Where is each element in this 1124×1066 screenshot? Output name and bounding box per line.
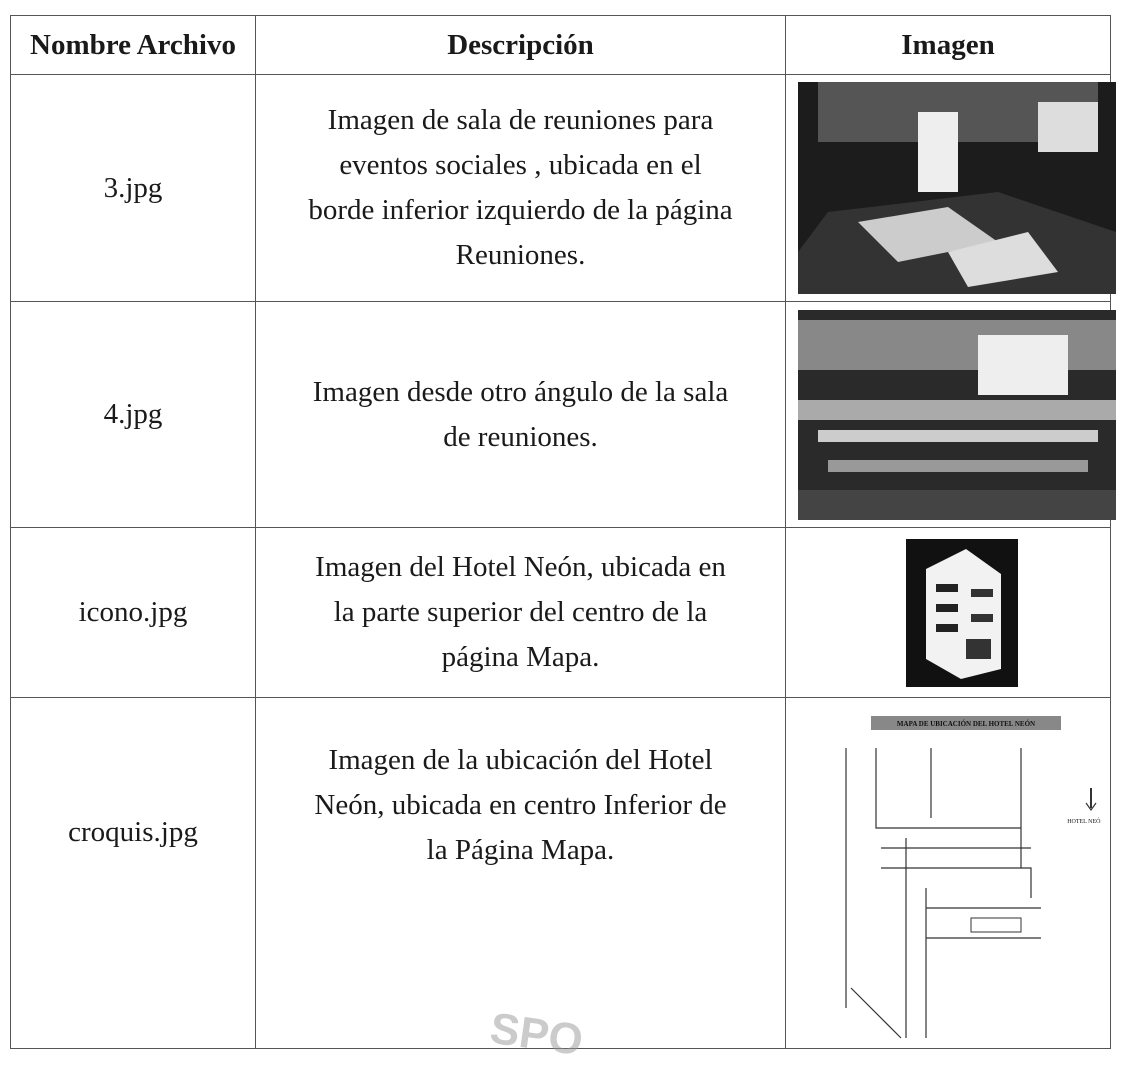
image-cell: MAPA DE UBICACIÓN DEL HOTEL NEÓN HOTEL N… <box>785 697 1111 1049</box>
file-name: 4.jpg <box>10 301 256 528</box>
image-cell <box>785 74 1116 302</box>
description: Imagen de la ubicación del Hotel Neón, u… <box>255 697 786 1049</box>
description-line: eventos sociales , ubicada en el <box>339 149 702 181</box>
description-line: la parte superior del centro de la <box>333 596 708 628</box>
file-name: 3.jpg <box>10 74 256 302</box>
description-line: Imagen del Hotel Neón, ubicada en <box>315 551 726 583</box>
header-cell: Imagen <box>785 15 1111 75</box>
header-row: Nombre Archivo Descripción Imagen <box>10 15 1111 75</box>
description-line: página Mapa. <box>441 641 600 673</box>
map-title: MAPA DE UBICACIÓN DEL HOTEL NEÓN <box>897 720 1035 728</box>
description: Imagen de sala de reuniones para eventos… <box>255 74 786 302</box>
header-cell: Nombre Archivo <box>10 15 256 75</box>
description-line: Imagen de la ubicación del Hotel <box>328 744 713 776</box>
row: croquis.jpg Imagen de la ubicación del H… <box>10 697 1111 1049</box>
icon-photo <box>906 538 1018 687</box>
header-cell: Descripción <box>255 15 786 75</box>
map-label: HOTEL NEÓN <box>1067 817 1101 825</box>
description-line: borde inferior izquierdo de la página <box>308 194 733 226</box>
description-line: Neón, ubicada en centro Inferior de <box>314 789 727 821</box>
row: icono.jpg Imagen del Hotel Neón, ubicada… <box>10 527 1111 698</box>
description-line: Imagen de sala de reuniones para <box>327 104 714 136</box>
image-cell <box>785 527 1111 698</box>
description-line: Imagen desde otro ángulo de la sala <box>312 375 729 408</box>
map: MAPA DE UBICACIÓN DEL HOTEL NEÓN HOTEL N… <box>821 708 1101 1048</box>
description-line: de reuniones. <box>443 420 598 453</box>
page: Nombre Archivo Descripción Imagen 3.jpg … <box>10 15 1116 1066</box>
image-cell <box>785 301 1116 528</box>
row: 4.jpg Imagen desde otro ángulo de la sal… <box>10 301 1116 528</box>
file-table: Nombre Archivo Descripción Imagen 3.jpg … <box>10 15 1116 1049</box>
description: Imagen del Hotel Neón, ubicada en la par… <box>255 527 786 698</box>
description-line: la Página Mapa. <box>426 834 615 866</box>
file-name: croquis.jpg <box>10 697 256 1049</box>
photo <box>798 309 1116 520</box>
file-name: icono.jpg <box>10 527 256 698</box>
row: 3.jpg Imagen de sala de reuniones para e… <box>10 74 1116 302</box>
description: Imagen desde otro ángulo de la sala de r… <box>255 301 786 528</box>
description-line: Reuniones. <box>455 239 586 271</box>
photo <box>798 82 1116 294</box>
